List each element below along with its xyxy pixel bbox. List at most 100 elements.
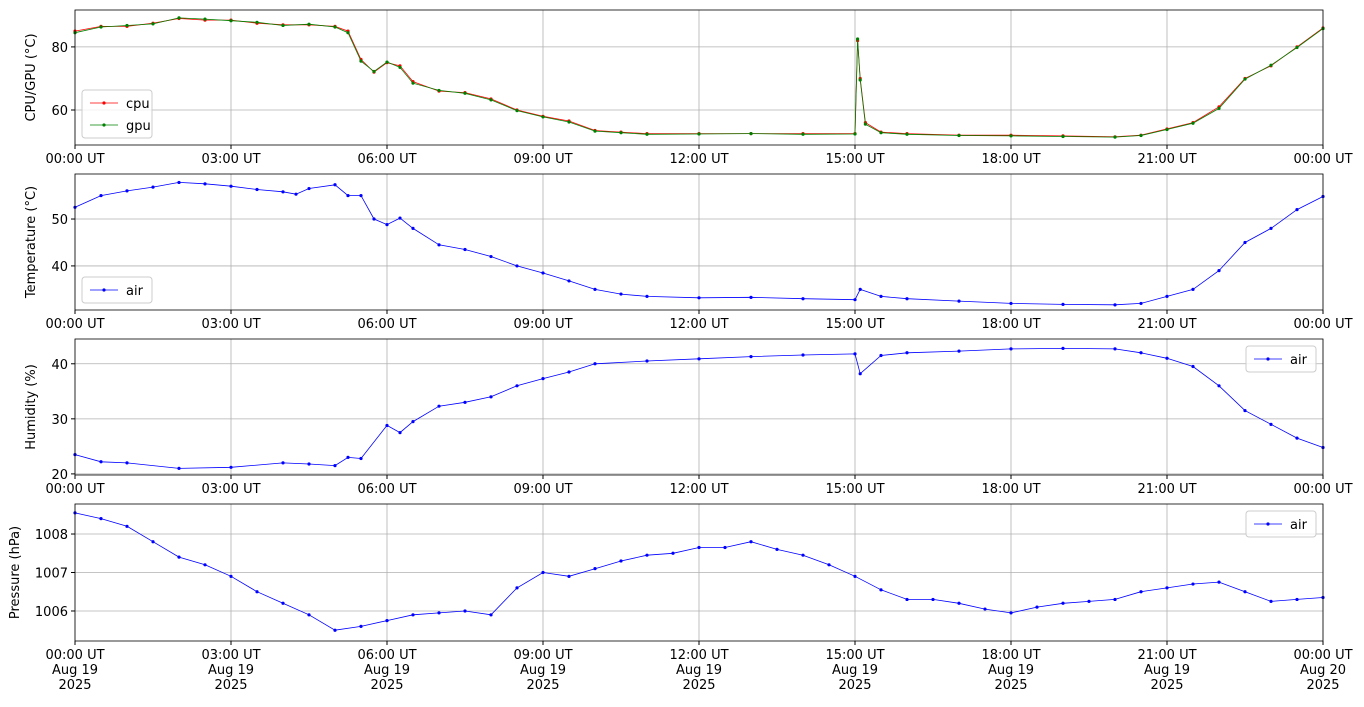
point: [1217, 580, 1221, 584]
x-tick-label: 21:00 UT: [1137, 482, 1196, 497]
point: [125, 461, 129, 465]
point: [567, 279, 571, 283]
point: [489, 395, 493, 399]
point: [125, 189, 129, 193]
point: [1217, 269, 1221, 273]
x-tick-label: 09:00 UT: [513, 482, 572, 497]
point: [856, 37, 860, 41]
point: [385, 223, 389, 227]
point: [359, 59, 363, 63]
point: [411, 419, 415, 424]
point: [229, 465, 233, 469]
point: [307, 22, 311, 26]
point: [1191, 121, 1195, 125]
point: [229, 574, 233, 578]
point: [255, 20, 259, 24]
point: [463, 91, 467, 95]
point: [879, 588, 883, 592]
point: [281, 461, 285, 465]
point: [541, 570, 545, 575]
x-tick-label: 00:00 UT Aug 20 2025: [1293, 648, 1352, 693]
point: [645, 359, 649, 363]
x-tick-label: 18:00 UT: [981, 317, 1040, 332]
point: [858, 78, 862, 82]
point: [905, 351, 909, 355]
point: [541, 271, 545, 275]
legend-marker: [1266, 357, 1270, 361]
point: [177, 16, 181, 20]
point: [489, 613, 493, 617]
panel: 00:00 UT 03:00 UT 06:00 UT 09:00 UT 12:00 UT…: [24, 338, 1353, 497]
point: [99, 460, 103, 464]
point: [203, 17, 207, 21]
point: [1191, 287, 1195, 291]
point: [307, 186, 311, 191]
point: [879, 294, 883, 298]
point: [697, 132, 701, 136]
point: [1243, 590, 1247, 594]
point: [515, 264, 519, 268]
legend-marker: [102, 101, 106, 105]
point: [593, 362, 597, 366]
point: [1243, 408, 1247, 413]
point: [372, 217, 376, 221]
y-tick-label: 60: [51, 104, 68, 119]
point: [515, 109, 519, 113]
point: [1217, 384, 1221, 388]
plot-frame: [74, 9, 1324, 146]
point: [749, 295, 753, 299]
point: [1165, 356, 1169, 360]
point: [645, 553, 649, 557]
point: [905, 132, 909, 136]
point: [1191, 364, 1195, 369]
point: [801, 297, 805, 301]
point: [801, 353, 805, 357]
point: [567, 120, 571, 124]
point: [463, 609, 467, 613]
x-tick-label: 12:00 UT: [669, 152, 728, 167]
point: [411, 81, 415, 85]
series-line: [74, 347, 1324, 469]
point: [229, 19, 233, 23]
point: [1139, 590, 1143, 594]
point: [515, 586, 519, 590]
point: [229, 184, 233, 188]
point: [281, 190, 285, 194]
y-axis-label: Temperature (°C): [24, 186, 39, 299]
legend-marker: [1266, 522, 1270, 526]
point: [905, 597, 909, 602]
y-tick-label: 30: [51, 413, 68, 428]
point: [99, 517, 103, 521]
point: [151, 540, 155, 544]
point: [1061, 134, 1065, 139]
point: [749, 355, 753, 359]
x-tick-label: 21:00 UT Aug 19 2025: [1137, 648, 1196, 693]
legend-box: [81, 89, 153, 139]
x-tick-label: 18:00 UT: [981, 152, 1040, 167]
x-tick-label: 03:00 UT: [201, 317, 260, 332]
x-tick-label: 06:00 UT: [357, 317, 416, 332]
x-tick-label: 09:00 UT: [513, 152, 572, 167]
x-tick-label: 18:00 UT: [981, 482, 1040, 497]
point: [1009, 301, 1013, 306]
x-tick-label: 15:00 UT Aug 19 2025: [825, 648, 884, 693]
point: [359, 193, 363, 198]
y-tick-label: 50: [51, 213, 68, 228]
x-tick-label: 12:00 UT Aug 19 2025: [669, 648, 728, 693]
point: [858, 287, 862, 291]
point: [489, 254, 493, 259]
point: [398, 65, 402, 70]
x-tick-label: 15:00 UT: [825, 317, 884, 332]
point: [307, 613, 311, 617]
point: [1009, 611, 1013, 615]
point: [177, 555, 181, 559]
point: [333, 628, 337, 632]
point: [463, 247, 467, 252]
x-tick-label: 09:00 UT: [513, 317, 572, 332]
y-axis-label: CPU/GPU (°C): [24, 33, 39, 121]
point: [853, 574, 857, 578]
point: [801, 132, 805, 136]
point: [151, 185, 155, 189]
point: [853, 298, 857, 302]
